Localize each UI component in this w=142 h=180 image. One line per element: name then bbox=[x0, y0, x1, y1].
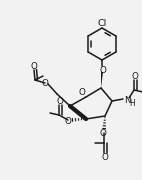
Text: O: O bbox=[79, 87, 85, 96]
Text: O: O bbox=[102, 152, 108, 161]
Text: O: O bbox=[100, 129, 106, 138]
Text: H: H bbox=[129, 98, 135, 107]
Text: O: O bbox=[65, 116, 71, 125]
Text: O: O bbox=[100, 66, 106, 75]
Text: O: O bbox=[57, 96, 63, 105]
Polygon shape bbox=[101, 72, 103, 88]
Text: O: O bbox=[42, 78, 48, 87]
Text: N: N bbox=[124, 96, 130, 105]
Text: Cl: Cl bbox=[97, 19, 107, 28]
Text: O: O bbox=[131, 71, 138, 80]
Text: O: O bbox=[31, 62, 37, 71]
